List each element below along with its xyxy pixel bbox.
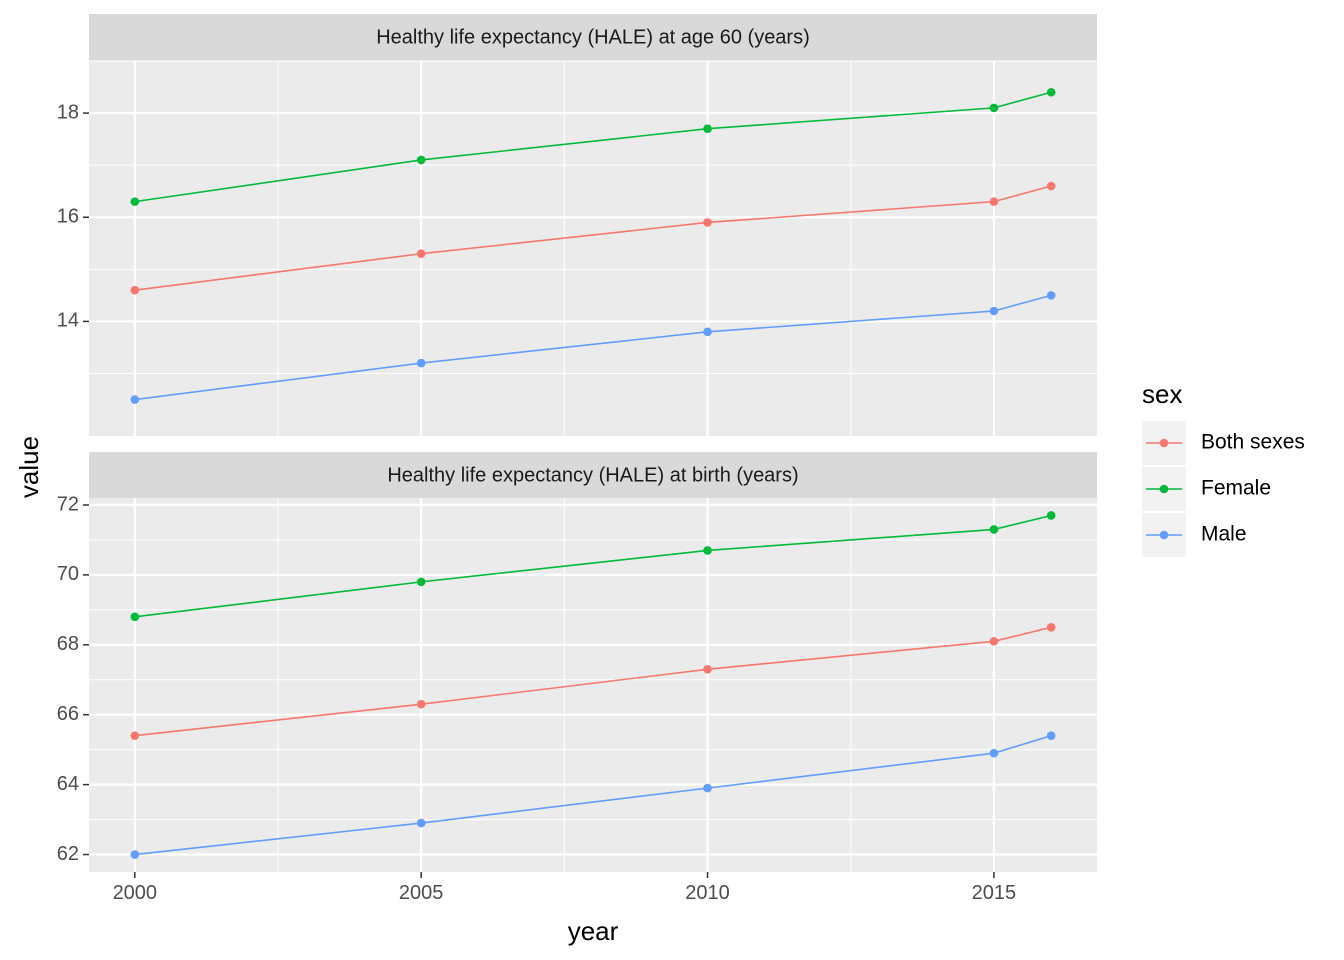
data-point (989, 197, 999, 206)
data-point (1046, 291, 1056, 300)
data-point (130, 285, 140, 295)
x-tick-label: 2015 (972, 882, 1017, 904)
y-tick-label: 18 (57, 101, 79, 123)
data-point (416, 249, 426, 259)
data-point (1046, 623, 1056, 632)
strip-label-birth: Healthy life expectancy (HALE) at birth … (387, 464, 798, 486)
gridlines-birth (89, 498, 1097, 872)
data-point (989, 306, 999, 316)
legend-items: Both sexes Female Male (1142, 421, 1305, 557)
y-axis-ticks-age-60: 14 16 18 (57, 101, 89, 332)
y-tick-label: 66 (57, 703, 79, 725)
series-birth (130, 511, 1056, 859)
data-point (703, 664, 712, 674)
data-point (1046, 731, 1056, 740)
x-tick-label: 2010 (685, 882, 730, 904)
y-tick-label: 62 (57, 843, 79, 865)
y-tick-label: 68 (57, 633, 79, 655)
data-point (989, 525, 999, 534)
data-point (1046, 511, 1056, 520)
panel-background-birth (89, 498, 1097, 872)
data-point (703, 327, 712, 337)
data-point (989, 637, 999, 646)
legend-title: sex (1142, 379, 1182, 409)
strip-birth (89, 452, 1097, 498)
y-tick-label: 70 (57, 563, 79, 585)
x-tick-label: 2000 (113, 882, 158, 904)
panel-age-60: Healthy life expectancy (HALE) at age 60… (57, 14, 1097, 436)
data-point (1046, 87, 1056, 97)
data-point (703, 218, 712, 227)
y-tick-label: 14 (57, 310, 79, 332)
y-tick-label: 64 (57, 773, 79, 795)
data-point (130, 395, 140, 404)
panel-birth: Healthy life expectancy (HALE) at birth … (57, 452, 1097, 872)
y-tick-label: 72 (57, 493, 79, 515)
legend-label: Female (1201, 477, 1271, 500)
x-axis-title: year (568, 916, 619, 946)
strip-label-age-60: Healthy life expectancy (HALE) at age 60… (376, 26, 810, 48)
data-point (416, 358, 426, 368)
data-point (989, 103, 999, 113)
legend: sex Both sexes Female Male (1142, 379, 1305, 557)
data-point (1046, 181, 1056, 191)
panel-background-age-60 (89, 61, 1097, 436)
x-axis-ticks: 2000 2005 2010 2015 (113, 872, 1017, 904)
data-point (989, 748, 999, 758)
data-point (703, 783, 712, 793)
strip-age-60 (89, 14, 1097, 61)
y-axis-title: value (14, 436, 44, 498)
data-point (130, 731, 140, 740)
legend-key-point (1159, 530, 1169, 540)
legend-key-point (1159, 438, 1169, 448)
y-tick-label: 16 (57, 206, 79, 228)
data-point (130, 197, 140, 206)
data-point (416, 818, 426, 828)
data-point (130, 850, 140, 859)
legend-label: Male (1201, 523, 1247, 546)
series-age-60 (130, 87, 1056, 404)
x-tick-label: 2005 (399, 882, 444, 904)
legend-label: Both sexes (1201, 431, 1305, 454)
data-point (703, 124, 712, 134)
y-axis-ticks-birth: 62 64 66 68 70 72 (57, 493, 89, 865)
legend-key-point (1159, 484, 1169, 494)
data-point (416, 699, 426, 709)
data-point (703, 546, 712, 555)
data-point (130, 612, 140, 622)
data-point (416, 577, 426, 587)
data-point (416, 155, 426, 165)
